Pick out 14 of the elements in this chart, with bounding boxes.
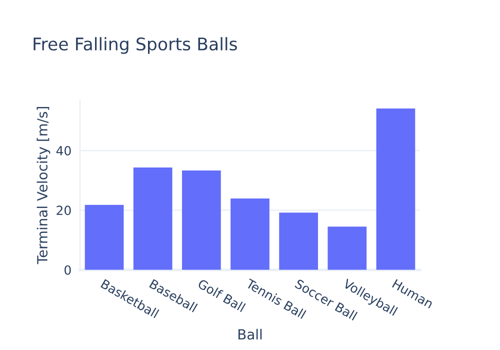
x-axis-title: Ball bbox=[238, 328, 262, 340]
bar bbox=[84, 204, 124, 270]
bar bbox=[279, 212, 318, 270]
y-axis-title: Terminal Velocity [m/s] bbox=[36, 107, 50, 264]
y-tick-label: 20 bbox=[56, 206, 71, 216]
bar bbox=[230, 198, 270, 270]
y-tick-label: 0 bbox=[64, 265, 71, 275]
bar bbox=[133, 168, 172, 270]
bar bbox=[376, 108, 416, 270]
bar bbox=[182, 170, 221, 270]
chart-title: Free Falling Sports Balls bbox=[34, 37, 237, 54]
x-tick-label: Golf Ball bbox=[197, 278, 246, 312]
y-tick-label: 40 bbox=[56, 146, 71, 156]
bar bbox=[328, 226, 367, 270]
